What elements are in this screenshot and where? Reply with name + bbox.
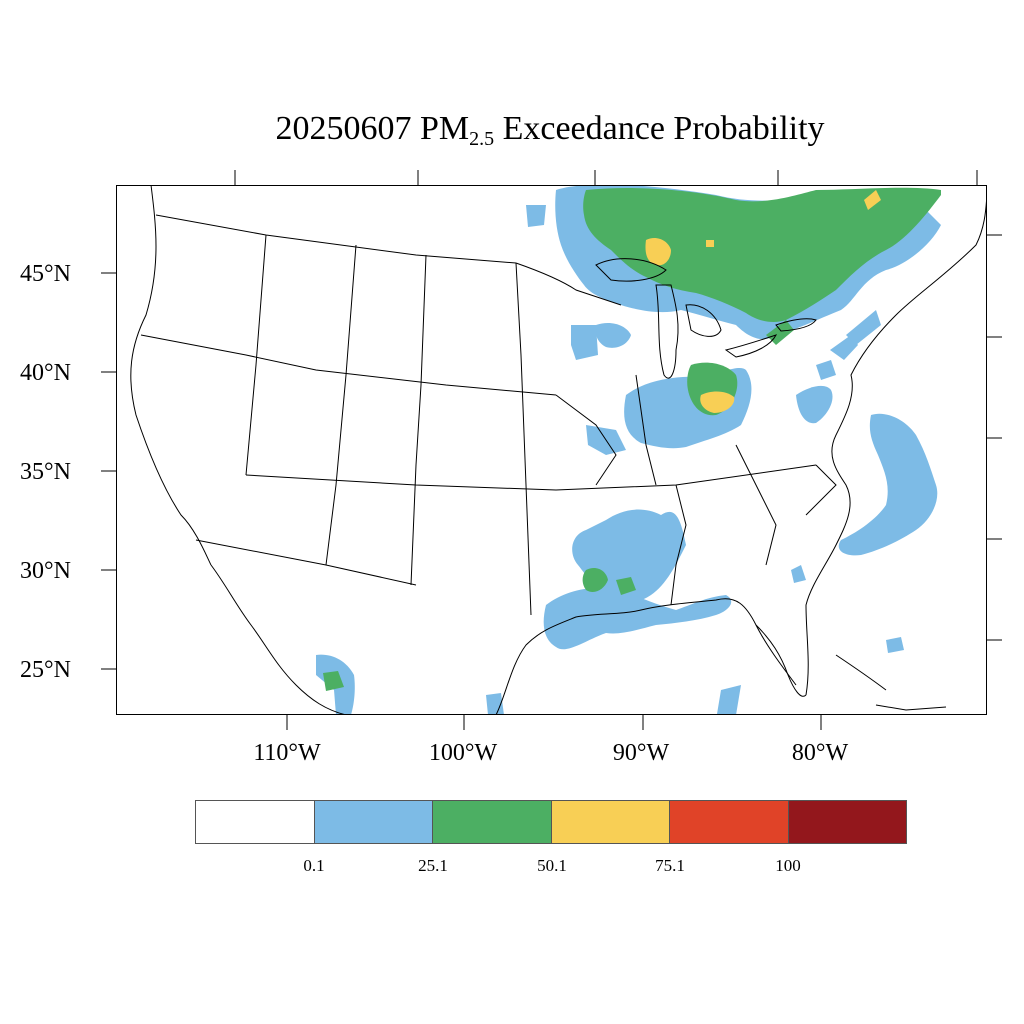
title-date: 20250607 bbox=[275, 110, 412, 147]
lat-label-45: 45°N bbox=[20, 261, 71, 287]
colorbar-label-3: 75.1 bbox=[655, 856, 685, 875]
colorbar-segment-2 bbox=[433, 801, 552, 843]
map-canvas[interactable] bbox=[116, 185, 987, 715]
lon-label-80w: 80°W bbox=[791, 740, 849, 766]
colorbar-label-0: 0.1 bbox=[303, 856, 325, 875]
colorbar-segment-5 bbox=[788, 801, 906, 843]
lat-label-25: 25°N bbox=[20, 657, 71, 683]
lon-label-90w: 90°W bbox=[612, 740, 670, 766]
colorbar-label-4: 100 bbox=[775, 856, 801, 875]
colorbar-segment-4 bbox=[670, 801, 789, 843]
title-pm-subscript: 2.5 bbox=[469, 128, 495, 150]
probability-high-layer bbox=[645, 190, 881, 413]
title-pm: PM bbox=[419, 110, 470, 147]
lat-label-40: 40°N bbox=[20, 360, 71, 386]
lon-label-110w: 110°W bbox=[253, 740, 321, 766]
lat-label-35: 35°N bbox=[20, 459, 71, 485]
colorbar-segment-3 bbox=[551, 801, 670, 843]
colorbar-segment-0 bbox=[196, 801, 315, 843]
lon-label-100w: 100°W bbox=[428, 740, 498, 766]
lat-label-30: 30°N bbox=[20, 558, 71, 584]
map-frame bbox=[116, 185, 987, 715]
map-title: 20250607 PM2.5 Exceedance Probability bbox=[0, 110, 1024, 151]
title-rest: Exceedance Probability bbox=[502, 110, 825, 147]
colorbar-segment-1 bbox=[314, 801, 433, 843]
colorbar-label-1: 25.1 bbox=[418, 856, 448, 875]
colorbar-label-2: 50.1 bbox=[537, 856, 567, 875]
colorbar bbox=[195, 800, 907, 844]
boundaries bbox=[130, 185, 987, 715]
